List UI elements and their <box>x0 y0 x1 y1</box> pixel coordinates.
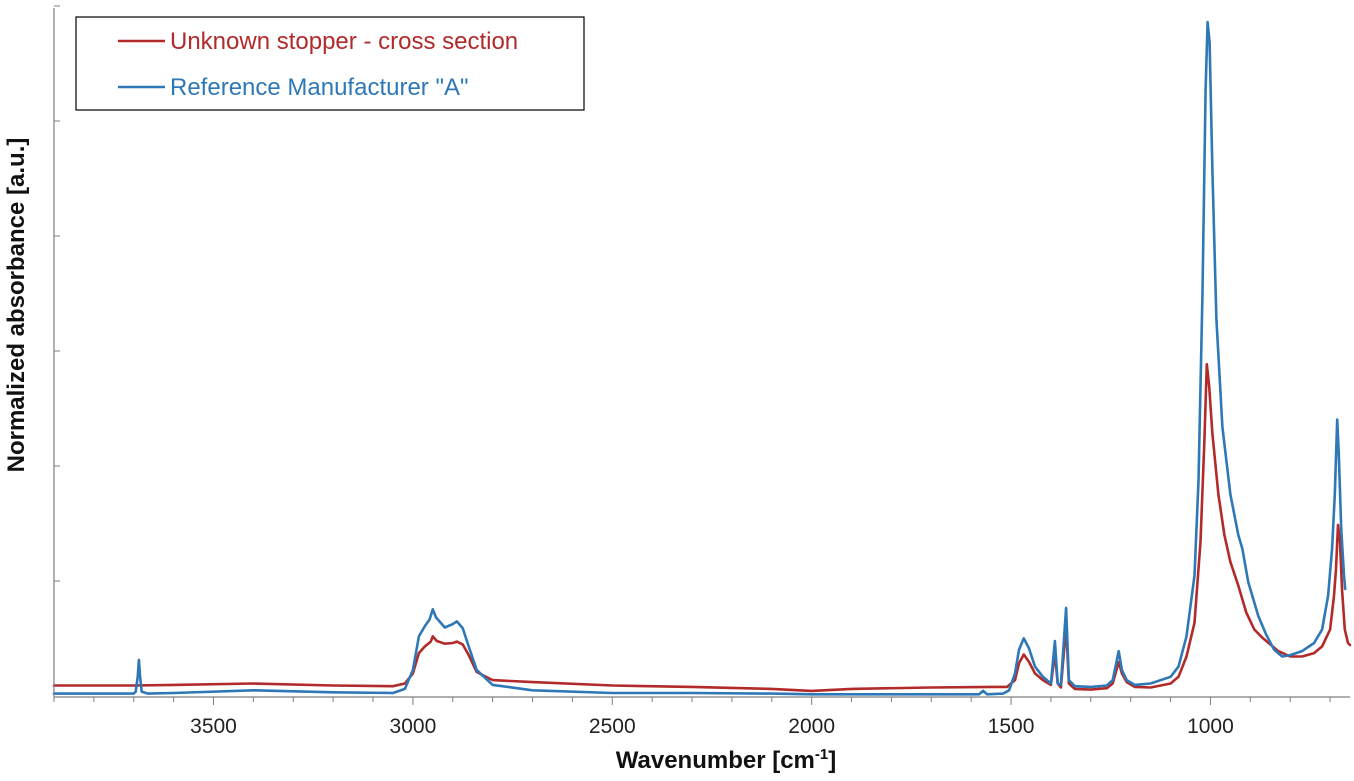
x-tick-label: 3500 <box>190 715 237 738</box>
x-tick-label: 2500 <box>589 715 636 738</box>
x-tick-label: 2000 <box>788 715 835 738</box>
x-axis-title: Wavenumber [cm-1] <box>616 746 837 774</box>
x-tick-label: 1000 <box>1187 715 1234 738</box>
y-axis-ticks <box>54 5 60 698</box>
series-line-unknown-stopper <box>52 362 1352 693</box>
legend-box <box>75 16 585 111</box>
x-axis-ticks: 3500 3000 2500 2000 1500 1000 <box>53 697 1331 738</box>
y-axis-title: Normalized absorbance [a.u.] <box>3 138 30 473</box>
series-line-reference-a <box>52 20 1347 696</box>
series-layer <box>52 20 1352 696</box>
legend: Unknown stopper - cross section Reference… <box>75 16 585 111</box>
legend-label: Unknown stopper - cross section <box>170 28 518 55</box>
x-tick-label: 1500 <box>988 715 1035 738</box>
x-tick-label: 3000 <box>390 715 437 738</box>
legend-label: Reference Manufacturer "A" <box>170 74 469 101</box>
